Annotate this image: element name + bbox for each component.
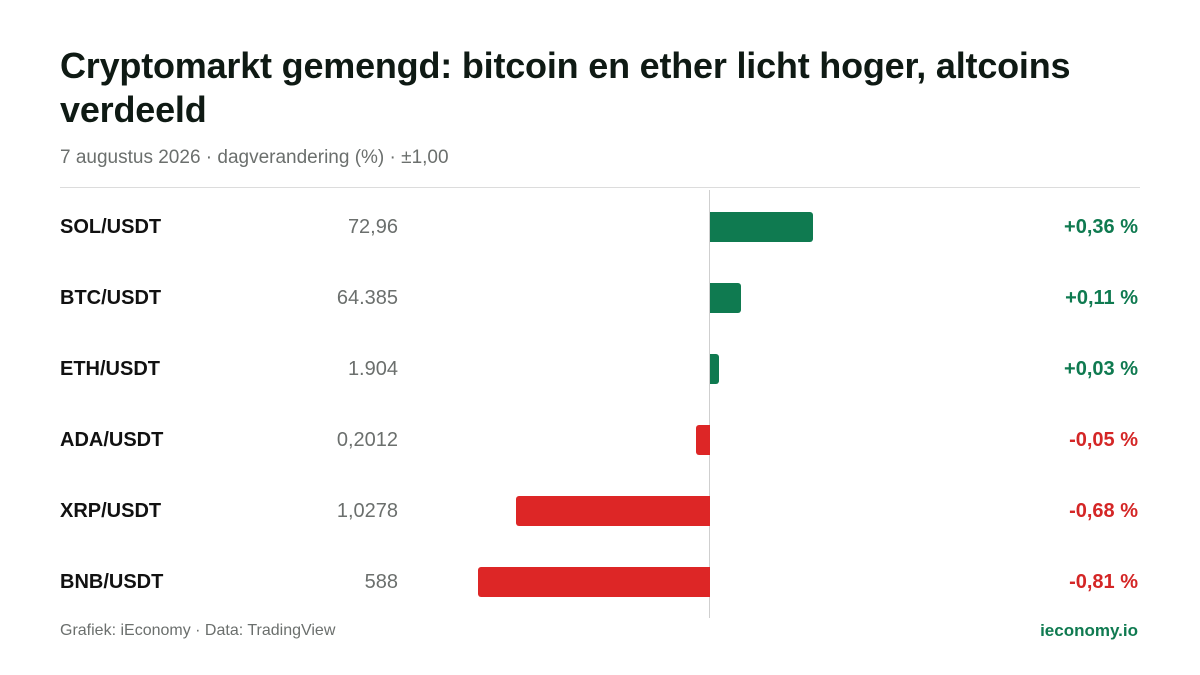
pair-label: ETH/USDT [60, 358, 160, 380]
price-value: 72,96 [347, 216, 398, 238]
header-divider [60, 187, 1140, 188]
pair-label: BNB/USDT [60, 571, 164, 593]
chart-subtitle: 7 augustus 2026 · dagverandering (%) · ±… [60, 147, 449, 168]
negative-change-bar [515, 496, 710, 526]
negative-change-bar [478, 567, 710, 597]
chart-title: Cryptomarkt gemengd: bitcoin en ether li… [60, 45, 1071, 130]
pair-label: ADA/USDT [60, 429, 164, 451]
chart-row: ETH/USDT 1.904 +0,03 % [0, 349, 1200, 389]
pair-label: SOL/USDT [60, 216, 162, 238]
price-value: 1,0278 [336, 500, 398, 522]
chart-row: BNB/USDT 588 -0,81 % [0, 562, 1200, 602]
footer-credit: Grafiek: iEconomy · Data: TradingView [60, 622, 336, 639]
change-label: -0,05 % [1069, 429, 1138, 451]
chart-row: XRP/USDT 1,0278 -0,68 % [0, 491, 1200, 531]
change-label: +0,36 % [1064, 216, 1138, 238]
change-label: -0,81 % [1069, 571, 1138, 593]
positive-change-bar [710, 283, 742, 313]
pair-label: XRP/USDT [60, 500, 162, 522]
pair-label: BTC/USDT [60, 287, 162, 309]
change-label: -0,68 % [1069, 500, 1138, 522]
chart-row: BTC/USDT 64.385 +0,11 % [0, 278, 1200, 318]
chart-row: SOL/USDT 72,96 +0,36 % [0, 207, 1200, 247]
price-value: 588 [364, 571, 398, 593]
positive-change-bar [710, 354, 719, 384]
negative-change-bar [695, 425, 710, 455]
price-value: 0,2012 [336, 429, 398, 451]
change-label: +0,03 % [1064, 358, 1138, 380]
zero-axis-line [709, 190, 710, 618]
price-value: 64.385 [336, 287, 398, 309]
chart-row: ADA/USDT 0,2012 -0,05 % [0, 420, 1200, 460]
change-label: +0,11 % [1065, 287, 1138, 309]
footer-brand: ieconomy.io [1040, 621, 1138, 640]
positive-change-bar [710, 212, 813, 242]
price-value: 1.904 [347, 358, 398, 380]
